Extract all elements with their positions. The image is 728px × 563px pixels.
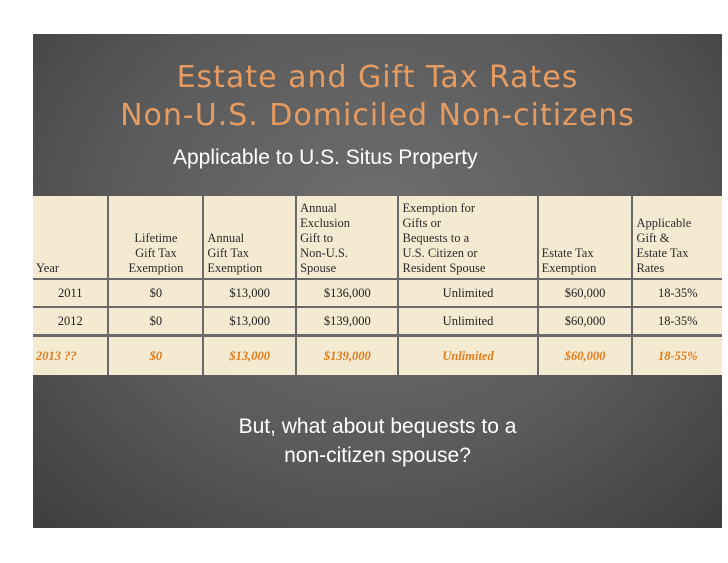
cell-citizen-spouse-exemption: Unlimited [398,306,539,336]
tax-rate-table: Year Lifetime Gift Tax Exemption Annual … [33,196,722,375]
cell-annual-exemption: $13,000 [203,334,298,375]
header-annual-gift-tax-exemption: Annual Gift Tax Exemption [203,196,298,279]
cell-rates: 18-35% [632,278,722,307]
header-exemption-citizen-spouse: Exemption for Gifts or Bequests to a U.S… [398,196,539,279]
bottom-line-2: non-citizen spouse? [284,444,471,467]
cell-spouse-exclusion: $136,000 [296,278,400,307]
header-estate-tax-exemption: Estate Tax Exemption [537,196,634,279]
cell-lifetime-exemption: $0 [108,334,205,375]
cell-spouse-exclusion: $139,000 [296,306,400,336]
cell-spouse-exclusion: $139,000 [296,334,400,375]
cell-annual-exemption: $13,000 [203,278,298,307]
cell-citizen-spouse-exemption: Unlimited [398,334,539,375]
bottom-question: But, what about bequests to a non-citize… [33,412,722,470]
header-applicable-rates: Applicable Gift & Estate Tax Rates [632,196,722,279]
cell-estate-exemption: $60,000 [537,278,634,307]
cell-year: 2013 ?? [33,334,110,375]
cell-rates: 18-55% [632,334,722,375]
title-line-1: Estate and Gift Tax Rates [176,60,579,95]
cell-lifetime-exemption: $0 [108,306,205,336]
cell-lifetime-exemption: $0 [108,278,205,307]
table-row: 2011 $0 $13,000 $136,000 Unlimited $60,0… [33,278,722,307]
table-header-row: Year Lifetime Gift Tax Exemption Annual … [33,196,722,279]
title-line-2: Non-U.S. Domiciled Non-citizens [120,98,635,133]
header-annual-exclusion-spouse: Annual Exclusion Gift to Non-U.S. Spouse [296,196,400,279]
cell-annual-exemption: $13,000 [203,306,298,336]
slide: Estate and Gift Tax Rates Non-U.S. Domic… [33,34,722,528]
slide-subtitle: Applicable to U.S. Situs Property [173,146,478,169]
table-row-highlight: 2013 ?? $0 $13,000 $139,000 Unlimited $6… [33,334,722,375]
header-year: Year [33,196,110,279]
header-lifetime-gift-tax-exemption: Lifetime Gift Tax Exemption [108,196,205,279]
cell-estate-exemption: $60,000 [537,306,634,336]
bottom-line-1: But, what about bequests to a [238,415,517,438]
cell-year: 2011 [33,278,110,307]
cell-year: 2012 [33,306,110,336]
table-row: 2012 $0 $13,000 $139,000 Unlimited $60,0… [33,306,722,336]
slide-title: Estate and Gift Tax Rates Non-U.S. Domic… [33,59,722,135]
cell-estate-exemption: $60,000 [537,334,634,375]
cell-citizen-spouse-exemption: Unlimited [398,278,539,307]
cell-rates: 18-35% [632,306,722,336]
